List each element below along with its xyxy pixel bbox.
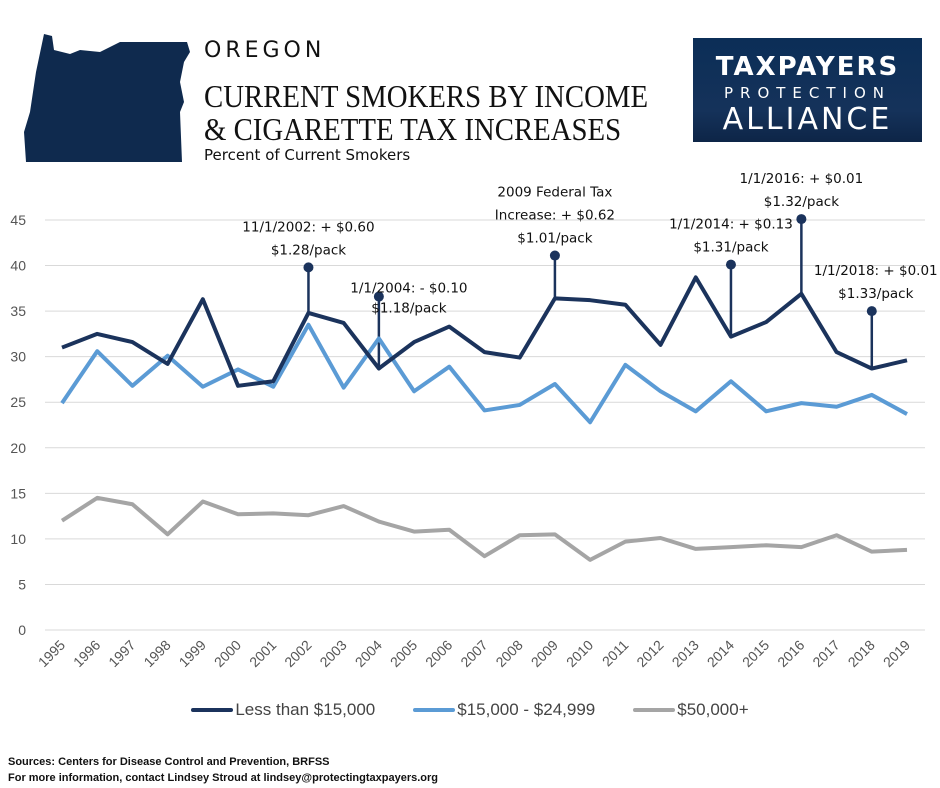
annotation-label: $1.18/pack [371, 301, 446, 317]
x-tick-label: 2018 [845, 637, 878, 670]
x-tick-label: 2004 [352, 637, 385, 670]
x-tick-label: 2005 [387, 637, 420, 670]
title-line-1: CURRENT SMOKERS BY INCOME [204, 78, 649, 114]
annotation-label: $1.01/pack [517, 231, 592, 247]
y-tick-label: 20 [10, 440, 26, 456]
sources-text: Sources: Centers for Disease Control and… [8, 756, 330, 768]
oregon-state-shape [24, 34, 190, 162]
x-tick-label: 2019 [880, 637, 913, 670]
tpa-logo: TAXPAYERS PROTECTION ALLIANCE [693, 38, 922, 142]
x-tick-label: 2008 [492, 637, 525, 670]
y-tick-label: 30 [10, 349, 26, 365]
logo-line-1: TAXPAYERS [715, 52, 900, 82]
x-tick-label: 1996 [70, 637, 103, 670]
x-tick-label: 2011 [599, 637, 632, 670]
annotation-label: $1.32/pack [764, 194, 839, 210]
y-tick-label: 0 [18, 622, 26, 638]
annotation-marker [549, 250, 560, 261]
x-tick-label: 2001 [246, 637, 279, 670]
y-tick-label: 40 [10, 258, 26, 274]
contact-text: For more information, contact Lindsey St… [8, 772, 439, 784]
legend-swatch [191, 708, 234, 712]
annotation-marker [373, 291, 384, 302]
legend-swatch [413, 708, 456, 712]
annotation-label: 1/1/2018: + $0.01 [814, 263, 938, 279]
annotation-label: $1.31/pack [693, 240, 768, 256]
legend-item-high: $50,000+ [633, 700, 749, 720]
y-tick-label: 25 [10, 394, 26, 410]
chart-title: CURRENT SMOKERS BY INCOME & CIGARETTE TA… [204, 80, 648, 146]
chart-subtitle: Percent of Current Smokers [204, 146, 411, 164]
state-name: OREGON [204, 38, 326, 63]
y-tick-label: 35 [10, 303, 26, 319]
annotation-label: 1/1/2016: + $0.01 [740, 171, 864, 187]
x-tick-label: 2007 [457, 637, 490, 670]
x-tick-label: 2015 [739, 637, 772, 670]
x-tick-label: 2003 [316, 637, 349, 670]
logo-line-2: PROTECTION [723, 84, 891, 102]
annotation-label: 1/1/2014: + $0.13 [669, 217, 793, 233]
y-tick-label: 45 [10, 212, 26, 228]
x-tick-label: 2016 [774, 637, 807, 670]
x-tick-label: 1995 [35, 637, 68, 670]
legend-swatch [633, 708, 676, 712]
x-tick-label: 2000 [211, 637, 244, 670]
annotation-label: 2009 Federal Tax [497, 185, 612, 201]
title-line-2: & CIGARETTE TAX INCREASES [204, 111, 622, 147]
annotation-marker [796, 214, 807, 225]
x-tick-label: 2002 [281, 637, 314, 670]
x-tick-label: 2012 [633, 637, 666, 670]
x-tick-label: 2010 [563, 637, 596, 670]
y-tick-label: 10 [10, 531, 26, 547]
annotation-label: $1.28/pack [271, 242, 346, 258]
legend-item-low: Less than $15,000 [191, 700, 375, 720]
y-tick-label: 15 [10, 485, 26, 501]
x-tick-label: 1997 [105, 637, 138, 670]
legend-label: Less than $15,000 [235, 700, 376, 719]
x-tick-label: 2014 [704, 637, 737, 670]
series-line-0 [61, 275, 908, 388]
x-tick-label: 2017 [809, 637, 842, 670]
legend-item-mid: $15,000 - $24,999 [413, 700, 595, 720]
annotation-label: 1/1/2004: - $0.10 [350, 281, 467, 297]
annotation-marker [303, 262, 314, 273]
x-tick-label: 1999 [176, 637, 209, 670]
x-tick-label: 1998 [140, 637, 173, 670]
annotation-marker [725, 259, 736, 270]
annotation-label: Increase: + $0.62 [495, 208, 615, 224]
legend-label: $50,000+ [677, 700, 749, 719]
y-tick-label: 5 [18, 576, 26, 592]
x-tick-label: 2013 [669, 637, 702, 670]
x-tick-label: 2006 [422, 637, 455, 670]
series-line-1 [60, 322, 908, 425]
x-tick-label: 2009 [528, 637, 561, 670]
logo-line-3: ALLIANCE [722, 102, 893, 137]
annotation-label: 11/1/2002: + $0.60 [242, 219, 374, 235]
annotation-marker [866, 306, 877, 317]
legend-label: $15,000 - $24,999 [457, 700, 596, 719]
footer: Sources: Centers for Disease Control and… [8, 754, 438, 786]
series-line-2 [60, 495, 908, 562]
legend: Less than $15,000 $15,000 - $24,999 $50,… [0, 700, 940, 720]
annotation-label: $1.33/pack [838, 286, 913, 302]
